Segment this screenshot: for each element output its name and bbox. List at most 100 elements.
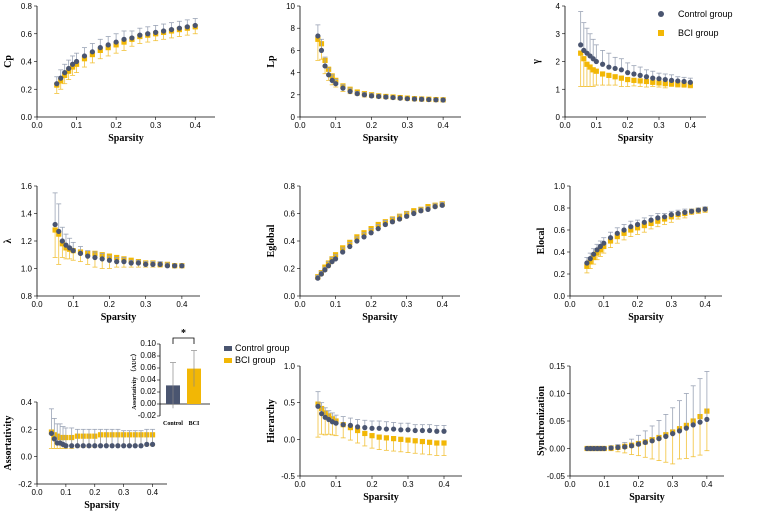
bar-category-label: Control bbox=[163, 421, 183, 427]
control-point bbox=[390, 94, 396, 101]
x-tick-label: 0.0 bbox=[31, 121, 43, 130]
bci-point bbox=[606, 72, 612, 78]
x-tick-label: 0.0 bbox=[31, 300, 43, 309]
panel-hierarchy: 0.0 0.1 0.2 0.3 0.4-0.50.00.51.0SparsityHier… bbox=[266, 362, 462, 503]
control-point bbox=[637, 72, 643, 78]
x-tick-label: 0.3 bbox=[402, 480, 414, 489]
control-point bbox=[145, 31, 151, 37]
control-point bbox=[121, 36, 127, 42]
x-tick-label: 0.1 bbox=[330, 480, 342, 489]
control-point bbox=[601, 445, 607, 452]
control-point bbox=[389, 219, 396, 225]
y-tick-label: 0.4 bbox=[21, 58, 33, 67]
legend-bci-label: BCI group bbox=[678, 28, 719, 38]
control-point bbox=[396, 216, 403, 222]
control-point bbox=[405, 427, 411, 433]
bci-point bbox=[668, 81, 675, 87]
control-point bbox=[398, 427, 404, 433]
bci-point bbox=[369, 433, 375, 439]
bci-point bbox=[391, 436, 397, 442]
x-tick-label: 0.3 bbox=[653, 121, 665, 130]
bci-point bbox=[675, 81, 681, 87]
control-point bbox=[361, 92, 367, 98]
control-point bbox=[355, 424, 361, 430]
control-point bbox=[144, 441, 150, 447]
control-point bbox=[427, 427, 433, 434]
control-point bbox=[340, 422, 346, 428]
panel-auc-bar: -0.02 0.00 0.02 0.04 0.06 0.08 0.10 Control BCI *… bbox=[130, 328, 290, 427]
x-tick-label: 0.2 bbox=[633, 480, 645, 489]
x-tick-label: 0.2 bbox=[111, 121, 123, 130]
bci-point bbox=[62, 72, 68, 78]
control-point bbox=[74, 443, 81, 449]
y-tick-label: 1.4 bbox=[21, 210, 33, 219]
control-point bbox=[411, 210, 417, 217]
control-point bbox=[115, 443, 121, 449]
control-point bbox=[137, 32, 143, 38]
x-tick-label: 0.3 bbox=[666, 300, 678, 309]
control-point bbox=[641, 219, 647, 225]
control-point bbox=[683, 425, 689, 431]
control-point bbox=[340, 85, 346, 91]
control-point bbox=[439, 202, 445, 208]
control-point bbox=[129, 35, 135, 41]
bci-point bbox=[594, 250, 600, 256]
y-tick-label: 0.4 bbox=[554, 248, 566, 257]
y-tick-label: -0.5 bbox=[281, 472, 295, 481]
panel-synchronization: 0.0 0.1 0.2 0.3 0.4 -0.05 0.00 0.05 0.10 0.15 Spar… bbox=[536, 362, 724, 503]
y-tick-label: 0.00 bbox=[140, 399, 156, 408]
bci-point bbox=[89, 51, 95, 58]
bci-point bbox=[581, 56, 587, 62]
y-tick-label: -0.02 bbox=[138, 411, 157, 420]
inset-legend-control-label: Control group bbox=[235, 343, 290, 353]
control-point bbox=[368, 230, 374, 236]
x-axis-label: Sparsity bbox=[362, 312, 398, 323]
bci-point bbox=[412, 438, 418, 444]
control-point bbox=[675, 210, 681, 217]
control-point bbox=[418, 208, 424, 214]
control-point bbox=[661, 214, 668, 220]
bci-point bbox=[63, 245, 69, 251]
control-point bbox=[675, 78, 681, 84]
bci-point bbox=[376, 434, 382, 440]
y-tick-label: 0.2 bbox=[284, 265, 296, 274]
control-point bbox=[322, 267, 328, 273]
control-point bbox=[642, 439, 648, 446]
control-point bbox=[143, 261, 149, 267]
y-tick-label: 1.0 bbox=[554, 182, 566, 191]
control-point bbox=[51, 436, 57, 442]
control-point bbox=[73, 58, 80, 65]
control-point bbox=[600, 61, 606, 67]
control-point bbox=[404, 96, 410, 102]
bci-point bbox=[590, 67, 596, 73]
control-point bbox=[635, 441, 642, 447]
control-point bbox=[618, 67, 625, 73]
control-point bbox=[643, 74, 650, 80]
control-point bbox=[591, 251, 597, 257]
x-tick-label: 0.2 bbox=[366, 300, 378, 309]
bci-point bbox=[591, 254, 597, 261]
x-axis-label: Sparsity bbox=[618, 133, 654, 144]
bci-point bbox=[315, 36, 321, 42]
control-point bbox=[168, 26, 175, 33]
control-point bbox=[382, 221, 388, 228]
control-point bbox=[704, 416, 710, 422]
control-point bbox=[697, 419, 703, 425]
bci-point bbox=[56, 231, 62, 237]
control-point bbox=[70, 61, 76, 67]
control-point bbox=[318, 47, 325, 54]
y-tick-label: 0.08 bbox=[140, 351, 156, 360]
control-point bbox=[412, 427, 418, 434]
bci-point bbox=[405, 437, 411, 443]
bci-point bbox=[121, 39, 127, 45]
y-axis-label: Assortativity bbox=[3, 416, 14, 471]
control-point bbox=[361, 234, 367, 240]
inset-legend-control-marker bbox=[224, 346, 232, 351]
control-point bbox=[695, 207, 701, 213]
control-point bbox=[440, 97, 446, 103]
control-point bbox=[58, 75, 64, 81]
y-tick-label: 1.6 bbox=[21, 182, 33, 191]
x-tick-label: 0.2 bbox=[366, 121, 378, 130]
y-tick-label: 0.2 bbox=[21, 85, 33, 94]
